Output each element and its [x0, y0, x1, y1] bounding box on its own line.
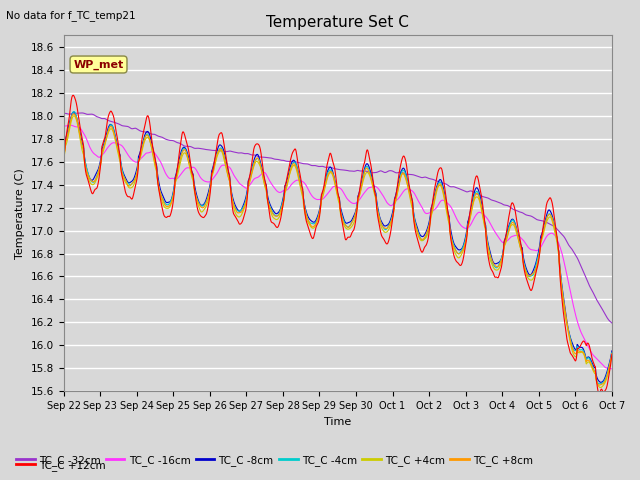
Line: TC_C -8cm: TC_C -8cm	[63, 112, 612, 383]
TC_C -4cm	[125, 181, 132, 187]
TC_C -8cm	[372, 191, 380, 196]
TC_C +4cm	[608, 352, 616, 358]
TC_C -4cm	[60, 153, 67, 158]
TC_C -32cm	[372, 169, 380, 175]
TC_C +12cm	[60, 155, 67, 161]
TC_C -16cm	[60, 123, 67, 129]
TC_C +8cm	[70, 111, 77, 117]
TC_C +4cm	[372, 196, 380, 202]
TC_C -8cm	[102, 132, 110, 137]
TC_C -4cm	[70, 108, 78, 114]
Line: TC_C -32cm: TC_C -32cm	[63, 113, 612, 323]
TC_C -16cm	[608, 366, 616, 372]
TC_C -16cm	[304, 186, 312, 192]
Text: WP_met: WP_met	[74, 60, 124, 70]
TC_C +4cm	[102, 136, 110, 142]
TC_C -16cm	[292, 178, 300, 183]
Line: TC_C +12cm: TC_C +12cm	[63, 95, 612, 394]
TC_C +8cm	[608, 350, 616, 356]
TC_C +12cm	[292, 151, 300, 156]
TC_C +12cm	[102, 126, 110, 132]
Y-axis label: Temperature (C): Temperature (C)	[15, 168, 25, 259]
TC_C +8cm	[314, 216, 322, 222]
Legend: TC_C -32cm, TC_C -16cm, TC_C -8cm, TC_C -4cm, TC_C +4cm, TC_C +8cm: TC_C -32cm, TC_C -16cm, TC_C -8cm, TC_C …	[12, 451, 537, 470]
TC_C +4cm	[70, 113, 78, 119]
Line: TC_C +8cm: TC_C +8cm	[63, 114, 612, 385]
Legend: TC_C +12cm: TC_C +12cm	[12, 456, 109, 475]
TC_C -4cm	[596, 381, 604, 387]
TC_C +8cm	[595, 382, 603, 388]
TC_C +8cm	[102, 135, 110, 141]
TC_C +12cm	[608, 351, 616, 357]
TC_C +12cm	[372, 193, 380, 199]
TC_C +4cm	[292, 167, 300, 173]
TC_C -32cm	[60, 110, 67, 116]
TC_C +8cm	[60, 154, 67, 160]
TC_C +12cm	[314, 221, 322, 227]
TC_C -8cm	[125, 180, 132, 186]
TC_C -16cm	[67, 122, 75, 128]
Text: No data for f_TC_temp21: No data for f_TC_temp21	[6, 10, 136, 21]
TC_C -32cm	[304, 161, 312, 167]
TC_C -8cm	[608, 348, 616, 354]
TC_C -4cm	[304, 216, 312, 222]
TC_C -4cm	[608, 350, 616, 356]
TC_C +8cm	[125, 183, 132, 189]
TC_C +4cm	[314, 217, 322, 223]
TC_C -8cm	[292, 163, 300, 168]
TC_C +8cm	[304, 217, 312, 223]
Title: Temperature Set C: Temperature Set C	[266, 15, 409, 30]
TC_C -4cm	[102, 134, 110, 140]
TC_C +4cm	[304, 219, 312, 225]
X-axis label: Time: Time	[324, 417, 351, 427]
TC_C -16cm	[372, 184, 380, 190]
TC_C -32cm	[292, 159, 300, 165]
TC_C -16cm	[102, 147, 110, 153]
TC_C -4cm	[292, 163, 300, 169]
TC_C -32cm	[102, 117, 110, 122]
TC_C -32cm	[78, 110, 86, 116]
Line: TC_C -16cm: TC_C -16cm	[63, 125, 612, 369]
TC_C +4cm	[596, 384, 604, 390]
TC_C -32cm	[125, 124, 132, 130]
TC_C +12cm	[304, 223, 312, 229]
Line: TC_C -4cm: TC_C -4cm	[63, 111, 612, 384]
TC_C +12cm	[595, 391, 603, 397]
TC_C -16cm	[125, 153, 132, 159]
TC_C -4cm	[314, 215, 322, 221]
TC_C +8cm	[372, 194, 380, 200]
TC_C -4cm	[372, 193, 380, 199]
TC_C -8cm	[70, 109, 77, 115]
TC_C -16cm	[314, 197, 322, 203]
TC_C +12cm	[69, 92, 77, 98]
TC_C -32cm	[608, 320, 616, 326]
TC_C +4cm	[125, 184, 132, 190]
TC_C -8cm	[597, 380, 605, 385]
TC_C -8cm	[60, 150, 67, 156]
TC_C -32cm	[314, 163, 322, 169]
TC_C +4cm	[60, 156, 67, 162]
TC_C -8cm	[314, 213, 322, 219]
TC_C +8cm	[292, 165, 300, 171]
Line: TC_C +4cm: TC_C +4cm	[63, 116, 612, 387]
TC_C +12cm	[125, 194, 132, 200]
TC_C -8cm	[304, 214, 312, 219]
